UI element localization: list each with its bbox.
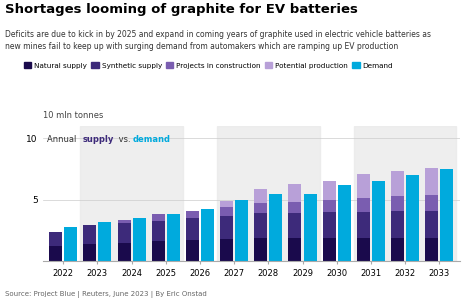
Bar [152,220,165,242]
Bar [323,212,336,238]
Bar [80,126,183,261]
Bar [440,169,453,261]
Bar [391,171,404,196]
Bar [118,220,130,223]
Bar [289,184,301,202]
Bar [357,212,370,238]
Bar [201,209,214,261]
Bar [254,213,267,238]
Text: demand: demand [132,135,170,144]
Bar [254,203,267,213]
Bar [118,223,130,243]
Bar [186,218,199,240]
Bar [152,214,165,220]
Text: Shortages looming of graphite for EV batteries: Shortages looming of graphite for EV bat… [5,3,357,16]
Bar [49,232,62,246]
Text: supply: supply [82,135,114,144]
Text: Deficits are due to kick in by 2025 and expand in coming years of graphite used : Deficits are due to kick in by 2025 and … [5,30,431,51]
Text: Source: Project Blue | Reuters, June 2023 | By Eric Onstad: Source: Project Blue | Reuters, June 202… [5,292,207,298]
Bar [289,202,301,213]
Bar [323,238,336,261]
Bar [425,195,438,211]
Bar [323,181,336,200]
Bar [186,240,199,261]
Bar [357,238,370,261]
Bar [83,244,96,261]
Bar [217,126,319,261]
Bar [118,243,130,261]
Bar [254,189,267,203]
Bar [220,201,233,207]
Bar [289,238,301,261]
Bar [357,198,370,212]
Bar [235,200,248,261]
Legend: Natural supply, Synthetic supply, Projects in construction, Potential production: Natural supply, Synthetic supply, Projec… [21,59,396,71]
Bar [186,211,199,218]
Bar [220,216,233,239]
Bar [220,239,233,261]
Bar [425,238,438,261]
Bar [254,238,267,261]
Bar [99,222,111,261]
Bar [269,194,283,261]
Bar [372,181,385,261]
Bar [303,194,317,261]
Bar [391,211,404,238]
Bar [83,225,96,244]
Bar [49,246,62,261]
Bar [167,214,180,261]
Bar [133,218,146,261]
Bar [220,207,233,216]
Bar [64,226,77,261]
Bar [406,175,419,261]
Bar [425,168,438,195]
Text: vs.: vs. [116,135,133,144]
Bar [391,196,404,211]
Bar [425,211,438,238]
Bar [357,174,370,198]
Text: Annual: Annual [47,135,79,144]
Bar [354,126,456,261]
Bar [391,238,404,261]
Bar [289,213,301,238]
Bar [152,242,165,261]
Text: 10 mln tonnes: 10 mln tonnes [43,111,103,120]
Bar [323,200,336,212]
Bar [337,185,351,261]
